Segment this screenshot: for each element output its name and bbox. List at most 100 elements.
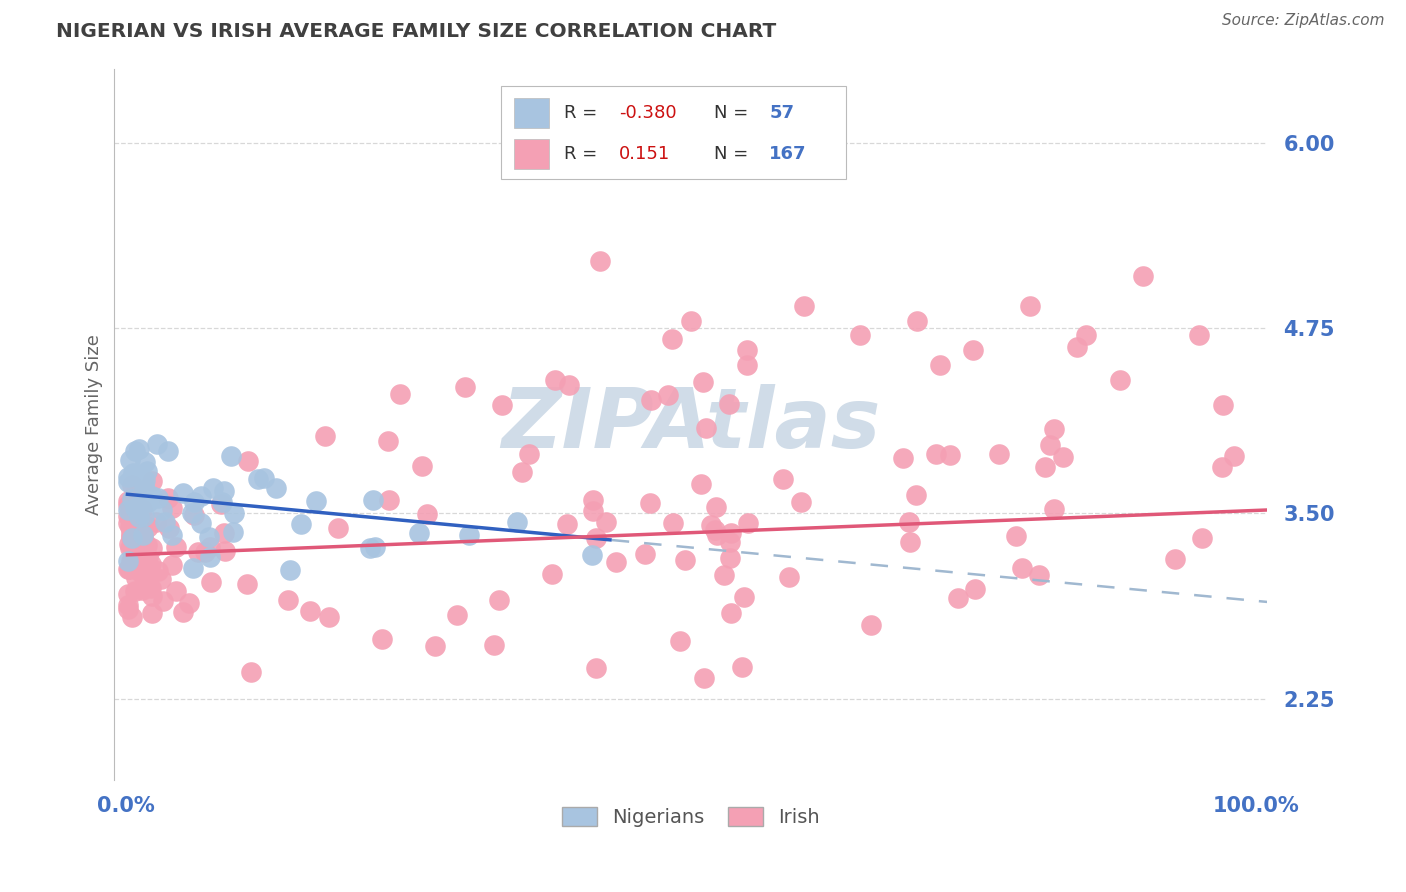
Point [326, 520, 349, 534]
Point [1039, 438, 1062, 452]
Point [121, 478, 143, 492]
Point [141, 589, 163, 603]
Point [117, 475, 139, 490]
Point [132, 508, 155, 523]
Point [148, 564, 170, 578]
Point [540, 567, 562, 582]
Point [124, 584, 146, 599]
Point [117, 561, 139, 575]
Point [1033, 460, 1056, 475]
Point [1212, 398, 1234, 412]
Point [555, 517, 578, 532]
Point [141, 606, 163, 620]
Point [212, 484, 235, 499]
Point [200, 549, 222, 564]
Point [183, 494, 205, 508]
Point [928, 358, 950, 372]
Text: N =: N = [714, 145, 748, 163]
Point [634, 547, 657, 561]
Point [120, 524, 142, 539]
Point [118, 541, 141, 556]
Point [454, 380, 477, 394]
Point [145, 516, 167, 530]
Point [733, 591, 755, 605]
Point [661, 332, 683, 346]
Point [408, 526, 430, 541]
Point [125, 484, 148, 499]
Point [221, 525, 243, 540]
Point [172, 605, 194, 619]
Point [117, 554, 139, 568]
Point [127, 555, 149, 569]
Point [201, 481, 224, 495]
Point [121, 530, 143, 544]
Point [585, 531, 607, 545]
Text: R =: R = [564, 104, 598, 122]
Point [128, 530, 150, 544]
Point [482, 638, 505, 652]
Point [153, 515, 176, 529]
Point [314, 429, 336, 443]
Point [190, 516, 212, 530]
Point [692, 375, 714, 389]
Point [693, 671, 716, 685]
Point [849, 328, 872, 343]
Point [172, 485, 194, 500]
Point [134, 574, 156, 588]
Point [706, 528, 728, 542]
Point [198, 530, 221, 544]
Point [1188, 328, 1211, 343]
Legend: Nigerians, Irish: Nigerians, Irish [554, 799, 828, 835]
Point [718, 534, 741, 549]
Point [948, 591, 970, 606]
Point [157, 521, 180, 535]
Point [558, 377, 581, 392]
Point [141, 489, 163, 503]
Point [318, 609, 340, 624]
Point [160, 500, 183, 515]
Point [1011, 561, 1033, 575]
Point [152, 594, 174, 608]
Point [135, 538, 157, 552]
Point [605, 555, 627, 569]
Text: 167: 167 [769, 145, 807, 163]
Point [891, 450, 914, 465]
Point [1043, 422, 1066, 436]
Point [772, 472, 794, 486]
Point [117, 516, 139, 530]
Point [125, 571, 148, 585]
Point [673, 553, 696, 567]
Point [165, 584, 187, 599]
Point [135, 569, 157, 583]
Point [120, 529, 142, 543]
Point [181, 506, 204, 520]
Text: -0.380: -0.380 [620, 104, 678, 122]
Point [214, 544, 236, 558]
Point [737, 343, 759, 358]
Point [589, 254, 612, 268]
Point [860, 617, 883, 632]
Text: 0.151: 0.151 [620, 145, 671, 163]
Point [298, 604, 321, 618]
Text: N =: N = [714, 104, 748, 122]
Point [595, 515, 617, 529]
Text: ZIPAtlas: ZIPAtlas [501, 384, 880, 465]
Point [253, 471, 276, 485]
Point [778, 570, 800, 584]
Bar [515, 98, 550, 128]
Point [122, 467, 145, 481]
Point [141, 541, 163, 556]
Point [150, 502, 173, 516]
Point [132, 477, 155, 491]
Point [200, 575, 222, 590]
Point [446, 607, 468, 622]
Point [720, 606, 742, 620]
Point [277, 592, 299, 607]
Bar [515, 139, 550, 169]
Point [117, 599, 139, 613]
Point [361, 492, 384, 507]
Point [544, 373, 567, 387]
Text: NIGERIAN VS IRISH AVERAGE FAMILY SIZE CORRELATION CHART: NIGERIAN VS IRISH AVERAGE FAMILY SIZE CO… [56, 22, 776, 41]
Point [718, 551, 741, 566]
Point [117, 602, 139, 616]
